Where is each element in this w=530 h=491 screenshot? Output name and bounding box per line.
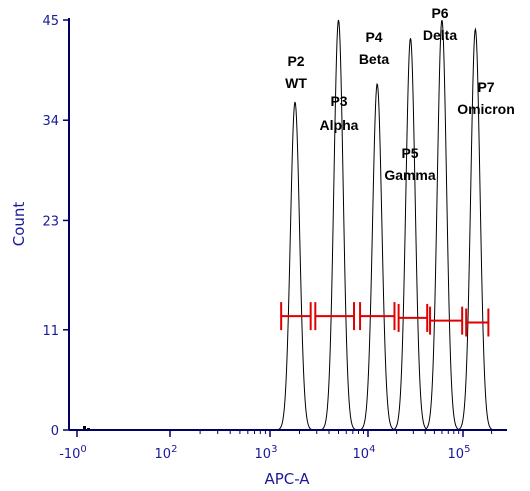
y-ticks: 0 11 23 34 45 bbox=[42, 14, 69, 439]
low-event-bar bbox=[83, 426, 86, 430]
peak-variant-label: Gamma bbox=[384, 167, 436, 183]
peak-variant-label: Beta bbox=[359, 51, 390, 67]
x-tick-exponent: 2 bbox=[171, 444, 177, 455]
x-ticks: -100 102 103 104 105 bbox=[59, 430, 493, 462]
y-axis-title: Count bbox=[10, 202, 28, 247]
y-tick-label: 23 bbox=[42, 214, 59, 229]
peak-gate-name: P6 bbox=[431, 5, 448, 21]
x-tick-exponent: 3 bbox=[271, 444, 277, 455]
peak-variant-label: Omicron bbox=[457, 101, 515, 117]
peak-gate-name: P3 bbox=[330, 93, 347, 109]
x-tick-label: 102 bbox=[155, 444, 178, 462]
x-tick-exponent: 0 bbox=[80, 444, 86, 455]
x-tick-label: -100 bbox=[59, 444, 87, 462]
peak-variant-label: Alpha bbox=[320, 117, 359, 133]
peak-variant-label: WT bbox=[285, 75, 307, 91]
x-tick-exponent: 4 bbox=[369, 444, 375, 455]
x-tick-exponent: 5 bbox=[464, 444, 470, 455]
gate-markers bbox=[280, 302, 490, 337]
x-tick-label: 104 bbox=[353, 444, 376, 462]
y-tick-label: 45 bbox=[42, 14, 59, 29]
peak-gate-name: P5 bbox=[401, 145, 418, 161]
y-tick-label: 11 bbox=[42, 324, 59, 339]
y-tick-label: 34 bbox=[42, 114, 59, 129]
y-tick-label: 0 bbox=[51, 424, 59, 439]
gate-p7[interactable] bbox=[465, 308, 490, 337]
x-axis-title: APC-A bbox=[264, 470, 310, 488]
gate-p6[interactable] bbox=[429, 306, 464, 335]
peak-gate-name: P4 bbox=[365, 29, 382, 45]
gate-p2[interactable] bbox=[280, 302, 312, 331]
peak-variant-label: Delta bbox=[423, 27, 457, 43]
peak-gate-name: P7 bbox=[477, 79, 494, 95]
gate-p4[interactable] bbox=[359, 302, 396, 331]
x-tick-label: 103 bbox=[255, 444, 278, 462]
gate-p5[interactable] bbox=[397, 303, 429, 332]
peak-labels: P2 WT P3 Alpha P4 Beta P5 Gamma P6 Delta P7 Omicron bbox=[285, 5, 515, 183]
x-tick-label: 105 bbox=[448, 444, 471, 462]
peak-gate-name: P2 bbox=[287, 53, 304, 69]
gate-p3[interactable] bbox=[314, 302, 356, 331]
